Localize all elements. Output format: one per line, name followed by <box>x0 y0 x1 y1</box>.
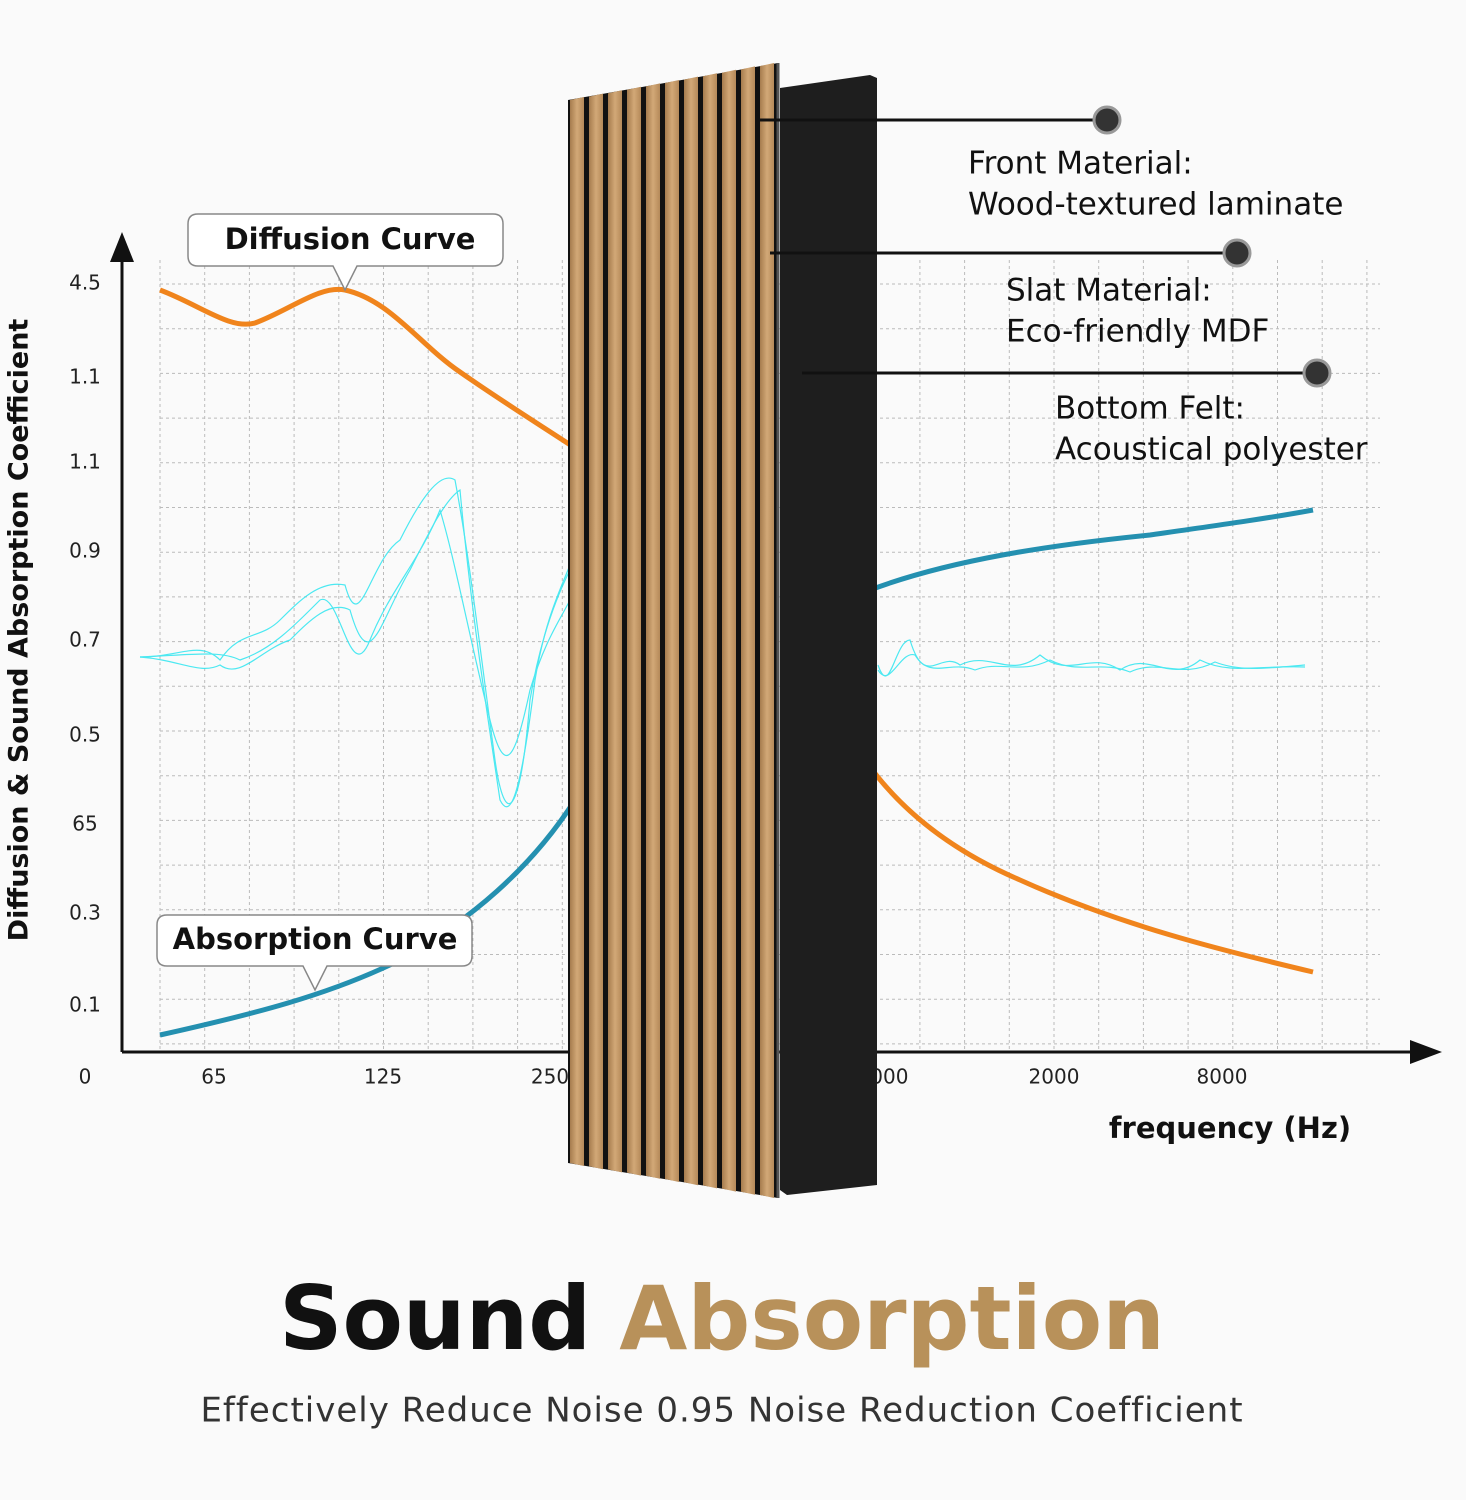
slat <box>760 63 774 1198</box>
slat <box>570 97 584 1166</box>
x-tick-label: 125 <box>364 1065 402 1089</box>
y-tick-label: 0.7 <box>69 628 101 652</box>
callout-text: Wood-textured laminate <box>968 187 1343 223</box>
heading: Sound Absorption <box>279 1267 1165 1370</box>
x-tick-label: 0 <box>79 1065 92 1089</box>
x-tick-label: 65 <box>201 1065 226 1089</box>
callout-title: Bottom Felt: <box>1055 391 1245 427</box>
slat <box>741 66 755 1195</box>
callout-title: Slat Material: <box>1006 273 1212 309</box>
y-axis-title: Diffusion & Sound Absorption Coefficient <box>4 319 35 942</box>
x-tick-label: 250 <box>531 1065 569 1089</box>
heading-word: Absorption <box>619 1267 1165 1370</box>
y-tick-label: 4.5 <box>69 271 101 295</box>
slat <box>627 86 641 1176</box>
slat <box>722 69 736 1192</box>
callout-text: Acoustical polyester <box>1055 432 1368 468</box>
callout-dot <box>1302 358 1332 388</box>
diffusion-bubble <box>187 213 504 292</box>
y-tick-label: 0.3 <box>69 901 101 925</box>
diffusion-label: Diffusion Curve <box>225 222 476 256</box>
felt-layer <box>780 75 877 1195</box>
subtitle: Effectively Reduce Noise 0.95 Noise Redu… <box>200 1391 1243 1431</box>
slat <box>646 83 660 1179</box>
waveform <box>139 477 1306 808</box>
y-tick-label: 65 <box>72 812 97 836</box>
slat <box>665 80 679 1182</box>
absorption-bubble <box>156 914 473 992</box>
x-arrow <box>1410 1040 1442 1064</box>
heading-word: Sound <box>279 1267 591 1370</box>
callouts: Front Material: Wood-textured laminate Sla… <box>760 105 1368 468</box>
slats <box>568 63 780 1198</box>
x-tick-label: 2000 <box>1029 1065 1080 1089</box>
y-tick-label: 0.5 <box>69 723 101 747</box>
slat <box>608 90 622 1173</box>
callout-dot <box>1222 238 1252 268</box>
x-tick-label: 8000 <box>1197 1065 1248 1089</box>
callout-text: Eco-friendly MDF <box>1006 314 1269 350</box>
slat <box>684 76 698 1186</box>
y-tick-label: 0.9 <box>69 539 101 563</box>
callout-title: Front Material: <box>968 146 1193 182</box>
x-axis-title: frequency (Hz) <box>1109 1111 1351 1145</box>
slat <box>589 93 603 1170</box>
y-tick-label: 1.1 <box>69 450 101 474</box>
absorption-label: Absorption Curve <box>173 922 458 956</box>
y-tick-label: 0.1 <box>69 993 101 1017</box>
absorption-curve <box>869 507 1314 593</box>
y-tick-label: 1.1 <box>69 365 101 389</box>
y-arrow <box>110 232 134 262</box>
diffusion-curve <box>862 758 1314 975</box>
slat <box>703 73 717 1189</box>
callout-dot <box>1092 105 1122 135</box>
diffusion-curve <box>159 286 577 451</box>
